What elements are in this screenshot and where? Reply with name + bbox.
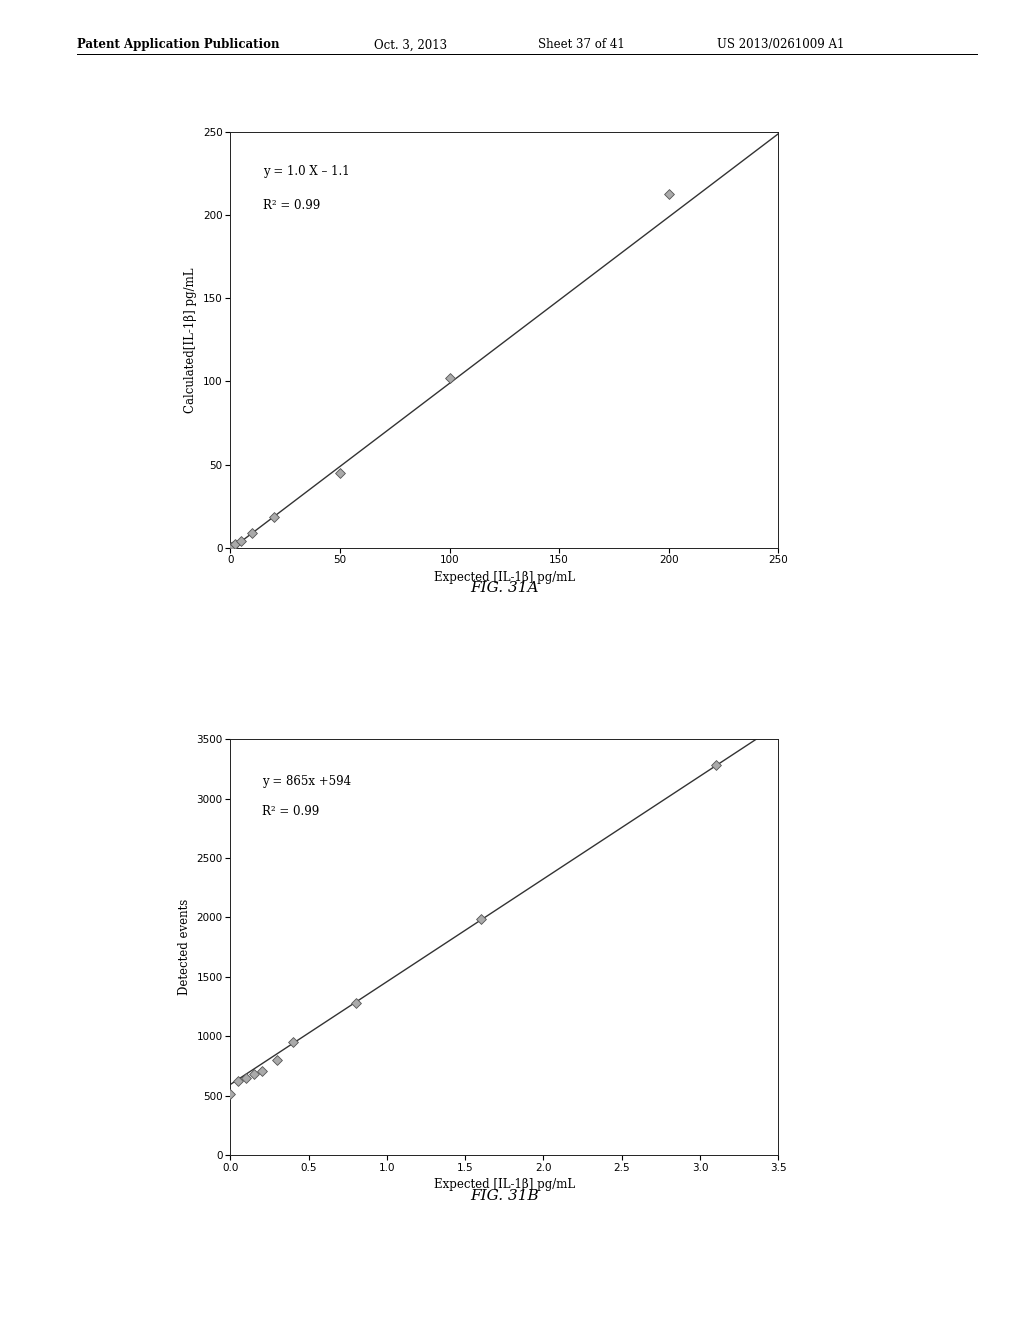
Point xyxy=(244,523,260,544)
Point xyxy=(285,1032,301,1053)
Text: R² = 0.99: R² = 0.99 xyxy=(263,198,321,211)
Text: FIG. 31A: FIG. 31A xyxy=(471,581,539,595)
Point xyxy=(332,462,348,483)
Point xyxy=(347,993,364,1014)
Text: R² = 0.99: R² = 0.99 xyxy=(262,804,318,817)
Y-axis label: Calculated[IL-1β] pg/mL: Calculated[IL-1β] pg/mL xyxy=(184,267,198,413)
Point xyxy=(226,533,243,554)
Text: Oct. 3, 2013: Oct. 3, 2013 xyxy=(374,38,446,51)
Point xyxy=(238,1067,254,1088)
Point xyxy=(222,537,239,558)
Text: y = 1.0 X – 1.1: y = 1.0 X – 1.1 xyxy=(263,165,350,178)
X-axis label: Expected [IL-1β] pg/mL: Expected [IL-1β] pg/mL xyxy=(434,1179,574,1191)
Point xyxy=(223,537,240,558)
Point xyxy=(708,755,724,776)
Text: Patent Application Publication: Patent Application Publication xyxy=(77,38,280,51)
Point xyxy=(266,507,283,528)
Point xyxy=(233,531,250,552)
Point xyxy=(660,183,677,205)
Text: Sheet 37 of 41: Sheet 37 of 41 xyxy=(538,38,625,51)
Point xyxy=(246,1064,262,1085)
Point xyxy=(441,367,458,388)
Point xyxy=(269,1049,286,1071)
Point xyxy=(230,1071,247,1092)
Point xyxy=(254,1060,270,1081)
Point xyxy=(473,908,489,929)
Point xyxy=(222,1084,239,1105)
Text: FIG. 31B: FIG. 31B xyxy=(470,1189,540,1204)
X-axis label: Expected [IL-1β] pg/mL: Expected [IL-1β] pg/mL xyxy=(434,572,574,583)
Text: US 2013/0261009 A1: US 2013/0261009 A1 xyxy=(717,38,844,51)
Y-axis label: Detected events: Detected events xyxy=(178,899,190,995)
Text: y = 865x +594: y = 865x +594 xyxy=(262,775,351,788)
Point xyxy=(224,536,241,557)
